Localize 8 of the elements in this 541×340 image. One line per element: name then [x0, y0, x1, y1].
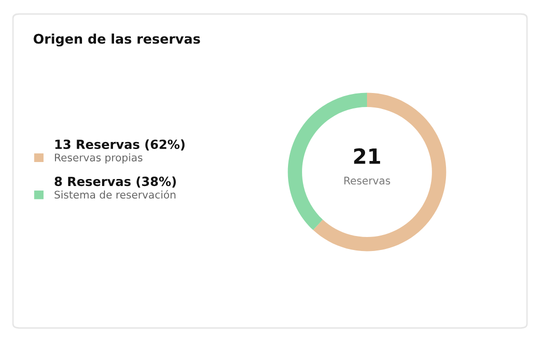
legend-label: Sistema de reservación: [54, 190, 176, 199]
donut-slice: [313, 92, 446, 252]
chart-title: Origen de las reservas: [34, 34, 200, 46]
text: Reservas: [344, 176, 390, 185]
data-label: 13 Reservas (62%): [55, 139, 185, 151]
data-label: 8 Reservas (38%): [54, 176, 176, 188]
legend-label: Reservas propias: [54, 153, 142, 164]
text: 21: [354, 148, 380, 164]
